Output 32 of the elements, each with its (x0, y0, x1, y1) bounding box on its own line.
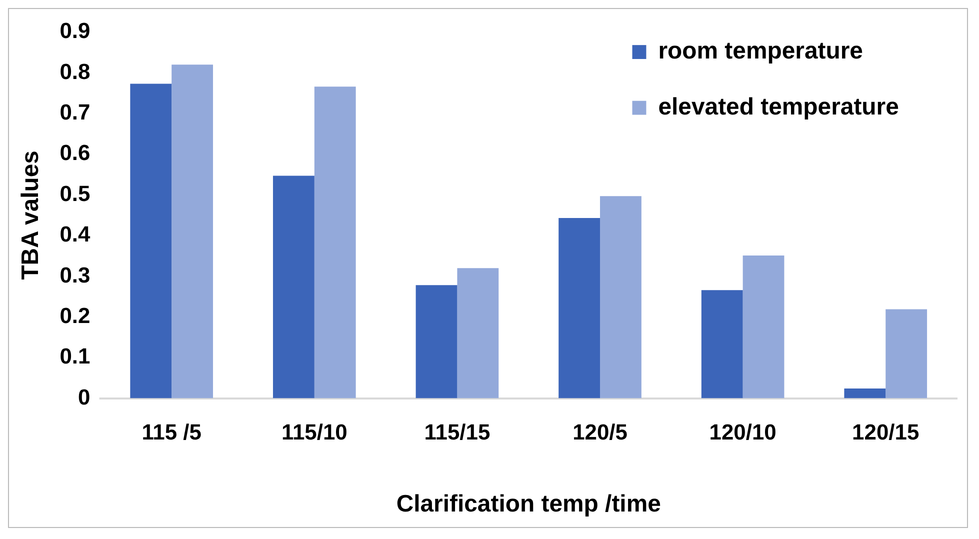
bar (272, 176, 314, 398)
x-tick-label: 120/5 (572, 419, 628, 444)
y-tick-label: 0.5 (60, 180, 90, 206)
bar (172, 64, 214, 398)
y-tick-label: 0.8 (60, 58, 90, 84)
legend-label: room temperature (658, 38, 863, 65)
bar (701, 290, 743, 398)
bar (558, 218, 600, 398)
x-tick-label: 120/10 (709, 419, 776, 444)
bar (130, 84, 172, 398)
legend-label: elevated temperature (658, 93, 899, 120)
bar (844, 388, 886, 398)
x-tick-label: 115/15 (424, 419, 490, 444)
y-tick-label: 0.7 (60, 100, 90, 125)
x-tick-label: 115 /5 (142, 419, 202, 444)
bar (742, 255, 784, 398)
y-tick-label: 0.4 (60, 222, 92, 247)
x-tick-label: 120/15 (852, 419, 920, 444)
y-tick-label: 0 (78, 384, 90, 410)
y-tick-label: 0.1 (60, 344, 90, 369)
y-tick-label: 0.3 (60, 262, 90, 288)
bar (886, 309, 928, 398)
y-tick-label: 0.2 (60, 302, 90, 328)
y-axis-title: TBA values (16, 150, 44, 280)
y-tick-label: 0.9 (60, 18, 90, 44)
x-axis-title: Clarification temp /time (396, 490, 661, 518)
x-tick-label: 115/10 (281, 419, 348, 444)
bar (416, 285, 458, 398)
bar (314, 86, 356, 398)
bar (600, 196, 642, 398)
y-tick-label: 0.6 (60, 140, 90, 166)
bar (457, 268, 499, 398)
